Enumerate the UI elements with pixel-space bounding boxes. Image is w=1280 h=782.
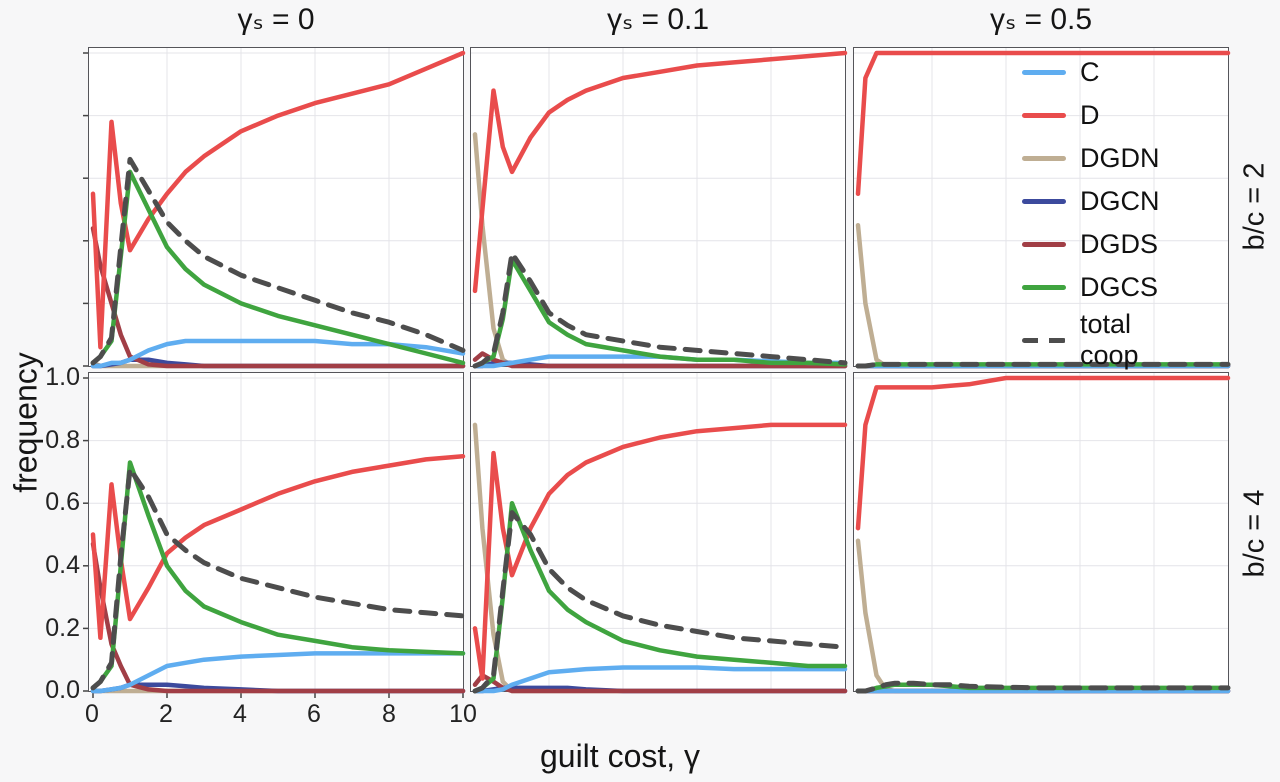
row-title-bc2: b/c = 2 <box>1238 162 1271 251</box>
chart-canvas-bc2-gs0 <box>83 48 466 369</box>
column-title-gs0p5: γₛ = 0.5 <box>989 3 1093 36</box>
legend-label-dgds: DGDS <box>1080 229 1159 259</box>
y-tick-0.8: 0.8 <box>45 426 80 454</box>
legend-label-dgcn: DGCN <box>1080 186 1160 216</box>
series-line-total_coop <box>90 156 466 366</box>
panel-bc2-gs0p5 <box>853 47 1231 369</box>
series-line-dgdn <box>472 132 848 369</box>
y-tick-0.6: 0.6 <box>45 488 80 516</box>
series-line-d <box>855 375 1231 531</box>
series-line-dgdn <box>855 538 1231 694</box>
series-line-d <box>90 454 466 641</box>
series-line-c <box>90 338 466 369</box>
legend-item-dgds: DGDS <box>1022 223 1227 266</box>
panel-bc2-gs0p1 <box>470 47 848 369</box>
series-line-d <box>855 50 1231 197</box>
legend-label-c: C <box>1080 57 1100 87</box>
y-axis-label: frequency <box>7 352 44 493</box>
panel-bc4-gs0p5 <box>853 372 1231 694</box>
legend-label-dgdn: DGDN <box>1080 143 1160 173</box>
legend-line-dgdn-icon <box>1022 156 1066 161</box>
series-line-total_coop <box>90 466 466 691</box>
legend-item-total-coop: total coop <box>1022 307 1227 373</box>
legend-label-d: D <box>1080 100 1100 130</box>
x-tick-0: 0 <box>85 700 99 728</box>
y-tick-0.2: 0.2 <box>45 614 80 642</box>
series-line-d <box>472 422 848 681</box>
legend-item-dgcs: DGCS <box>1022 266 1227 309</box>
chart-canvas-bc4-gs0 <box>83 373 466 698</box>
legend: C D DGDN DGCN DGDS DGCS total coop <box>1022 51 1227 373</box>
series-line-total_coop <box>472 250 848 369</box>
panel-bc4-gs0p1 <box>470 372 848 694</box>
series-line-d <box>472 50 848 294</box>
chart-canvas-bc2-gs0.1 <box>471 48 848 369</box>
legend-line-dgds-icon <box>1022 242 1066 247</box>
x-tick-8: 8 <box>382 700 396 728</box>
legend-item-d: D <box>1022 94 1227 137</box>
chart-canvas-bc4-gs0.5 <box>854 373 1231 694</box>
series-line-d <box>90 50 466 350</box>
legend-line-d-icon <box>1022 113 1066 118</box>
y-tick-0.4: 0.4 <box>45 551 80 579</box>
legend-label-dgcs: DGCS <box>1080 272 1159 302</box>
y-tick-1.0: 1.0 <box>45 363 80 391</box>
x-tick-2: 2 <box>159 700 173 728</box>
series-line-dgcs <box>90 169 466 366</box>
legend-line-dgcs-icon <box>1022 285 1066 290</box>
x-tick-6: 6 <box>307 700 321 728</box>
legend-item-dgcn: DGCN <box>1022 180 1227 223</box>
legend-line-dgcn-icon <box>1022 199 1066 204</box>
legend-label-total-coop: total coop <box>1080 309 1139 370</box>
series-line-dgcs <box>472 257 848 369</box>
legend-item-c: C <box>1022 51 1227 94</box>
chart-canvas-bc2-gs0.5 <box>854 48 1231 369</box>
series-line-total_coop <box>855 680 1231 694</box>
series-line-c <box>472 665 848 694</box>
legend-item-dgdn: DGDN <box>1022 137 1227 180</box>
y-tick-0.0: 0.0 <box>45 676 80 704</box>
chart-canvas-bc4-gs0.1 <box>471 373 848 694</box>
legend-line-c-icon <box>1022 70 1066 75</box>
x-tick-4: 4 <box>233 700 247 728</box>
panel-bc2-gs0 <box>83 47 466 369</box>
series-line-total_coop <box>472 510 848 694</box>
row-title-bc4: b/c = 4 <box>1238 489 1271 578</box>
series-line-dgds <box>472 351 848 369</box>
legend-dashed-line-icon <box>1022 337 1066 343</box>
x-axis-label: guilt cost, γ <box>539 738 701 774</box>
series-line-c <box>90 651 466 694</box>
column-title-gs0: γₛ = 0 <box>237 3 315 36</box>
column-title-gs0p1: γₛ = 0.1 <box>606 3 710 36</box>
series-line-dgds <box>472 673 848 694</box>
series-line-dgds <box>90 541 466 694</box>
panel-bc4-gs0 <box>83 372 466 698</box>
series-line-total_coop <box>855 361 1231 369</box>
x-tick-10: 10 <box>449 700 477 728</box>
